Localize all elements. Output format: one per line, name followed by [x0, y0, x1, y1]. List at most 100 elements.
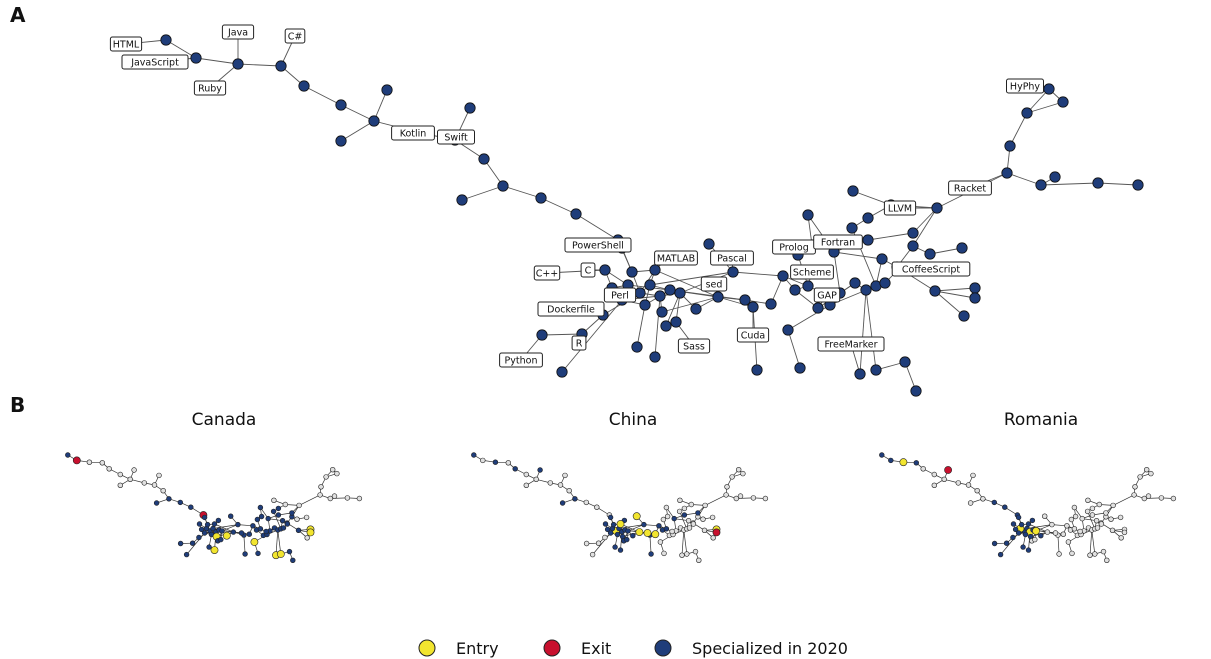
language-node: [317, 492, 323, 498]
language-node: [1094, 525, 1101, 531]
language-label: Swift: [437, 129, 475, 145]
svg-text:sed: sed: [706, 280, 723, 291]
network-edge: [1057, 535, 1060, 555]
language-label: Cuda: [736, 327, 770, 343]
language-node: [131, 467, 137, 473]
language-node: [802, 209, 814, 221]
legend-entry-marker: [418, 639, 436, 657]
language-node: [1065, 539, 1072, 545]
language-label: Racket: [948, 180, 992, 196]
language-node: [1096, 501, 1103, 508]
language-node: [1043, 83, 1055, 95]
network-edge: [575, 213, 619, 241]
language-node: [847, 185, 859, 197]
language-node: [1100, 548, 1107, 555]
language-node: [1018, 521, 1025, 528]
network-edge: [717, 296, 754, 308]
language-node: [649, 351, 661, 363]
language-node: [156, 472, 162, 479]
language-node: [183, 551, 190, 558]
language-node: [151, 482, 158, 488]
network-edge: [214, 523, 234, 533]
network-edge: [237, 63, 282, 67]
language-node: [218, 536, 224, 543]
language-node: [1010, 521, 1017, 527]
language-node: [751, 364, 763, 376]
language-node: [478, 153, 490, 165]
language-node: [739, 294, 751, 306]
network-edge: [540, 197, 577, 215]
language-node: [1108, 516, 1114, 522]
language-node: [690, 303, 702, 315]
language-node: [289, 510, 295, 516]
network-edge: [865, 289, 877, 371]
language-node: [1044, 529, 1051, 535]
svg-text:C#: C#: [288, 32, 303, 43]
language-node: [196, 534, 202, 541]
language-node: [295, 527, 302, 533]
language-node: [117, 482, 124, 488]
legend-specialized-label: Specialized in 2020: [692, 639, 848, 658]
language-node: [1029, 517, 1036, 524]
language-label: LLVM: [883, 200, 917, 216]
language-node: [201, 514, 208, 521]
network-edge: [704, 494, 727, 506]
language-label: Prolog: [772, 239, 816, 255]
language-label: HTML: [109, 36, 143, 52]
language-node: [1103, 510, 1109, 516]
network-edge: [732, 271, 784, 277]
svg-text:Prolog: Prolog: [779, 243, 809, 254]
language-node: [1143, 467, 1150, 473]
language-node: [279, 517, 286, 524]
language-node: [583, 540, 590, 547]
language-node: [275, 512, 282, 518]
language-node: [275, 505, 282, 512]
language-node: [624, 536, 630, 543]
language-node: [1089, 512, 1096, 518]
subpanel-title-china: China: [609, 410, 658, 430]
language-node: [250, 523, 256, 529]
language-node: [72, 456, 81, 465]
network-edge: [1091, 529, 1096, 555]
language-node: [654, 290, 666, 302]
language-node: [876, 253, 888, 265]
language-node: [117, 471, 124, 478]
language-node: [1049, 171, 1061, 183]
language-node: [812, 302, 824, 314]
language-node: [235, 521, 241, 528]
language-node: [931, 202, 943, 214]
svg-text:Dockerfile: Dockerfile: [547, 305, 595, 316]
language-node: [712, 528, 721, 537]
language-node: [284, 521, 291, 527]
language-node: [523, 482, 529, 488]
language-node: [849, 277, 861, 289]
language-node: [583, 499, 589, 506]
svg-text:CoffeeScript: CoffeeScript: [902, 265, 961, 276]
language-node: [670, 316, 682, 328]
language-node: [690, 521, 697, 527]
svg-text:Pascal: Pascal: [717, 254, 747, 265]
language-node: [1057, 96, 1069, 108]
language-node: [304, 535, 310, 541]
language-node: [862, 212, 874, 224]
language-node: [1002, 504, 1008, 510]
language-node: [888, 457, 894, 464]
language-node: [381, 84, 393, 96]
language-node: [854, 368, 866, 380]
language-node: [1170, 495, 1177, 502]
language-node: [737, 493, 744, 499]
svg-text:PowerShell: PowerShell: [572, 241, 624, 252]
network-edge: [833, 251, 841, 294]
network-edge: [654, 295, 661, 358]
language-node: [572, 496, 578, 502]
language-node: [702, 502, 708, 509]
language-label: CoffeeScript: [891, 261, 971, 277]
language-label: Kotlin: [391, 125, 435, 141]
language-node: [700, 516, 706, 522]
language-node: [762, 495, 769, 502]
language-label: Sass: [677, 338, 711, 354]
svg-text:Sass: Sass: [683, 342, 705, 353]
language-node: [967, 500, 974, 506]
language-node: [747, 301, 759, 313]
language-node: [276, 550, 285, 558]
